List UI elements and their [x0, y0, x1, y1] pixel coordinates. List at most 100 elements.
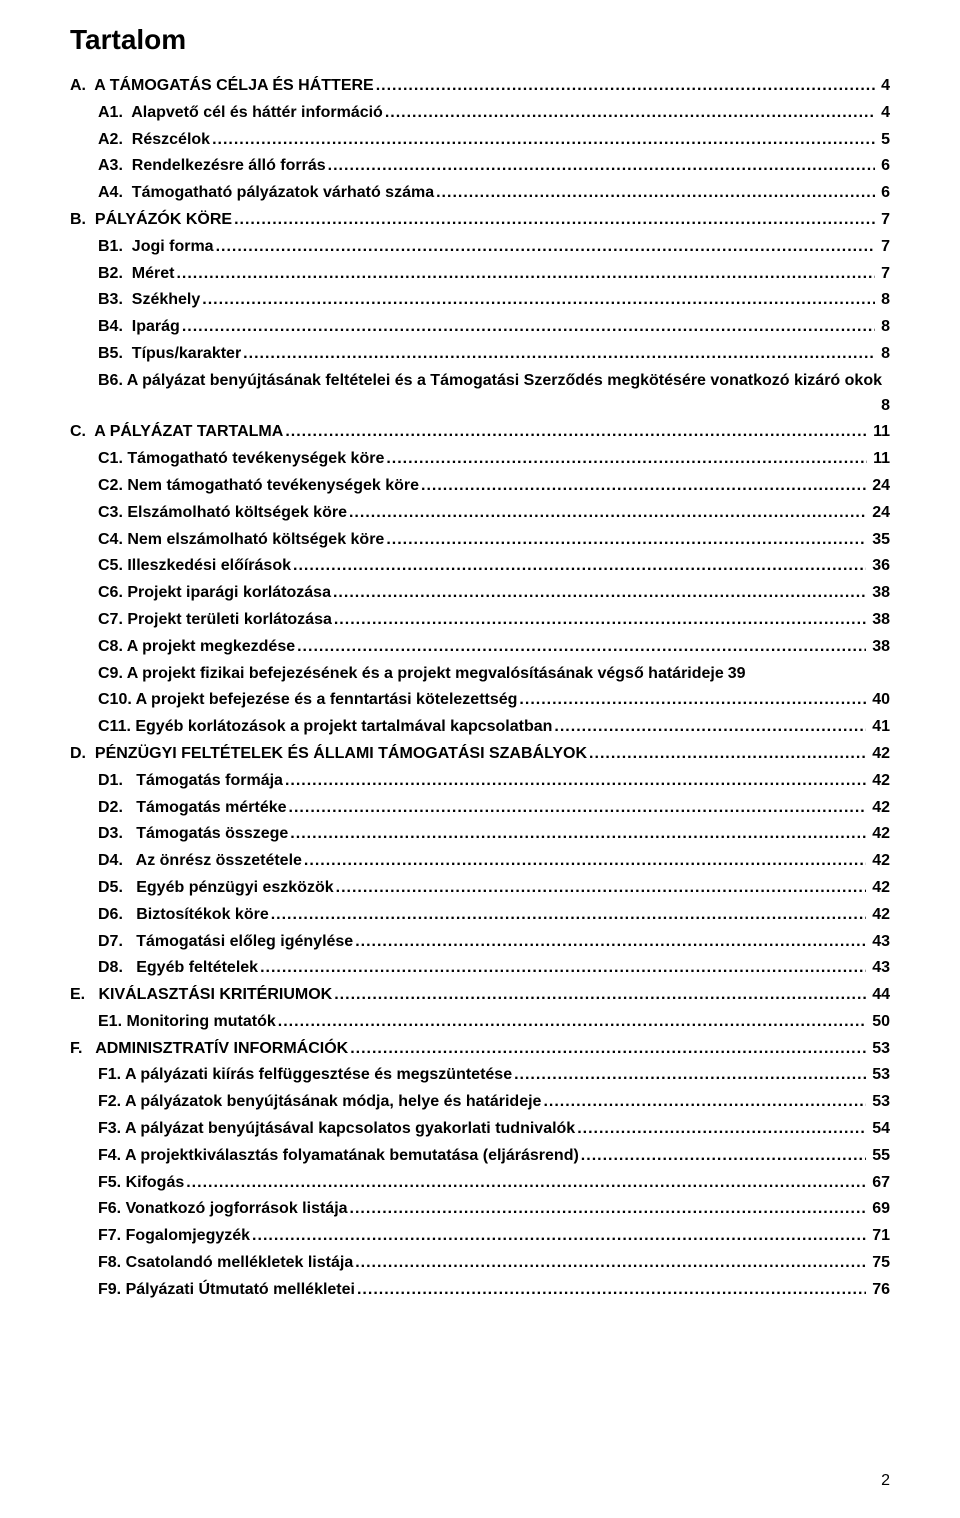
toc-entry[interactable]: F9. Pályázati Útmutató mellékletei .....…	[70, 1278, 890, 1303]
toc-page: 24	[868, 501, 890, 526]
toc-entry[interactable]: C2. Nem támogatható tevékenységek köre .…	[70, 474, 890, 499]
toc-entry[interactable]: B4. Iparág .............................…	[70, 315, 890, 340]
toc-label: B4. Iparág	[98, 315, 180, 340]
toc-entry[interactable]: C4. Nem elszámolható költségek köre ....…	[70, 528, 890, 553]
toc-entry[interactable]: B. PÁLYÁZÓK KÖRE .......................…	[70, 208, 890, 233]
toc-entry[interactable]: D7. Támogatási előleg igénylése ........…	[70, 930, 890, 955]
toc-entry[interactable]: A1. Alapvető cél és háttér információ ..…	[70, 101, 890, 126]
toc-page: 69	[868, 1197, 890, 1222]
toc-leader: ........................................…	[349, 501, 866, 526]
toc-page: 41	[868, 715, 890, 740]
toc-label: F7. Fogalomjegyzék	[98, 1224, 250, 1249]
toc-label: F2. A pályázatok benyújtásának módja, he…	[98, 1090, 541, 1115]
toc-entry[interactable]: F1. A pályázati kiírás felfüggesztése és…	[70, 1063, 890, 1088]
toc-entry[interactable]: C10. A projekt befejezése és a fenntartá…	[70, 688, 890, 713]
toc-entry[interactable]: A4. Támogatható pályázatok várható száma…	[70, 181, 890, 206]
toc-entry[interactable]: D. PÉNZÜGYI FELTÉTELEK ÉS ÁLLAMI TÁMOGAT…	[70, 742, 890, 767]
toc-page: 40	[868, 688, 890, 713]
toc-entry[interactable]: F2. A pályázatok benyújtásának módja, he…	[70, 1090, 890, 1115]
toc-page: 53	[868, 1037, 890, 1062]
toc-leader: ........................................…	[581, 1144, 866, 1169]
toc-page: 42	[868, 822, 890, 847]
toc-entry[interactable]: D2. Támogatás mértéke ..................…	[70, 796, 890, 821]
toc-entry[interactable]: C11. Egyéb korlátozások a projekt tartal…	[70, 715, 890, 740]
toc-entry[interactable]: D6. Biztosítékok köre ..................…	[70, 903, 890, 928]
toc-label: C5. Illeszkedési előírások	[98, 554, 291, 579]
toc-entry[interactable]: F. ADMINISZTRATÍV INFORMÁCIÓK ..........…	[70, 1037, 890, 1062]
toc-page: 38	[868, 635, 890, 660]
toc-leader: ........................................…	[260, 956, 866, 981]
toc-label: C9. A projekt fizikai befejezésének és a…	[98, 662, 724, 687]
toc-entry[interactable]: C5. Illeszkedési előírások .............…	[70, 554, 890, 579]
toc-label: D4. Az önrész összetétele	[98, 849, 302, 874]
toc-page: 11	[869, 447, 890, 472]
toc-leader: ........................................…	[182, 315, 875, 340]
toc-label: F6. Vonatkozó jogforrások listája	[98, 1197, 348, 1222]
toc-entry[interactable]: C1. Támogatható tevékenységek köre .....…	[70, 447, 890, 472]
toc-page: 42	[868, 769, 890, 794]
toc-entry[interactable]: F8. Csatolandó mellékletek listája .....…	[70, 1251, 890, 1276]
toc-entry[interactable]: C. A PÁLYÁZAT TARTALMA .................…	[70, 420, 890, 445]
toc-entry[interactable]: D1. Támogatás formája ..................…	[70, 769, 890, 794]
toc-leader: ........................................…	[350, 1197, 867, 1222]
toc-page: 42	[868, 742, 890, 767]
toc-entry[interactable]: F3. A pályázat benyújtásával kapcsolatos…	[70, 1117, 890, 1142]
toc-leader: ........................................…	[186, 1171, 866, 1196]
toc-label: D6. Biztosítékok köre	[98, 903, 269, 928]
toc-leader: ........................................…	[355, 1251, 866, 1276]
toc-entry[interactable]: B2. Méret ..............................…	[70, 262, 890, 287]
toc-entry[interactable]: C6. Projekt iparági korlátozása ........…	[70, 581, 890, 606]
toc-entry[interactable]: B1. Jogi forma .........................…	[70, 235, 890, 260]
toc-label: A3. Rendelkezésre álló forrás	[98, 154, 326, 179]
toc-entry[interactable]: F7. Fogalomjegyzék .....................…	[70, 1224, 890, 1249]
toc-entry[interactable]: C8. A projekt megkezdése ...............…	[70, 635, 890, 660]
toc-entry[interactable]: D8. Egyéb feltételek ...................…	[70, 956, 890, 981]
table-of-contents: A. A TÁMOGATÁS CÉLJA ÉS HÁTTERE ........…	[70, 74, 890, 1303]
toc-label: D7. Támogatási előleg igénylése	[98, 930, 353, 955]
toc-page: 42	[868, 903, 890, 928]
toc-label: B1. Jogi forma	[98, 235, 214, 260]
toc-leader: ........................................…	[589, 742, 866, 767]
toc-entry[interactable]: C3. Elszámolható költségek köre ........…	[70, 501, 890, 526]
toc-entry[interactable]: D5. Egyéb pénzügyi eszközök ............…	[70, 876, 890, 901]
toc-page: 43	[868, 956, 890, 981]
toc-label: C1. Támogatható tevékenységek köre	[98, 447, 384, 472]
toc-leader: ........................................…	[252, 1224, 866, 1249]
toc-leader: ........................................…	[304, 849, 866, 874]
toc-entry[interactable]: F5. Kifogás ............................…	[70, 1171, 890, 1196]
toc-entry[interactable]: D4. Az önrész összetétele ..............…	[70, 849, 890, 874]
toc-label: D. PÉNZÜGYI FELTÉTELEK ÉS ÁLLAMI TÁMOGAT…	[70, 742, 587, 767]
toc-label: C7. Projekt területi korlátozása	[98, 608, 332, 633]
toc-leader: ........................................…	[336, 876, 867, 901]
toc-leader: ........................................…	[514, 1063, 866, 1088]
toc-entry[interactable]: B5. Típus/karakter .....................…	[70, 342, 890, 367]
toc-entry[interactable]: E1. Monitoring mutatók .................…	[70, 1010, 890, 1035]
toc-leader: ........................................…	[202, 288, 875, 313]
toc-page: 4	[877, 101, 890, 126]
toc-entry[interactable]: A. A TÁMOGATÁS CÉLJA ÉS HÁTTERE ........…	[70, 74, 890, 99]
toc-entry[interactable]: B3. Székhely ...........................…	[70, 288, 890, 313]
page-title: Tartalom	[70, 24, 890, 56]
toc-leader: ........................................…	[385, 101, 875, 126]
toc-entry[interactable]: C9. A projekt fizikai befejezésének és a…	[70, 662, 890, 687]
toc-entry[interactable]: F4. A projektkiválasztás folyamatának be…	[70, 1144, 890, 1169]
toc-label: A1. Alapvető cél és háttér információ	[98, 101, 383, 126]
toc-label: B2. Méret	[98, 262, 174, 287]
toc-label: C4. Nem elszámolható költségek köre	[98, 528, 384, 553]
toc-label: C. A PÁLYÁZAT TARTALMA	[70, 420, 283, 445]
toc-entry[interactable]: C7. Projekt területi korlátozása .......…	[70, 608, 890, 633]
toc-entry[interactable]: E. KIVÁLASZTÁSI KRITÉRIUMOK ............…	[70, 983, 890, 1008]
toc-entry[interactable]: A2. Részcélok ..........................…	[70, 128, 890, 153]
toc-entry[interactable]: B6. A pályázat benyújtásának feltételei …	[70, 369, 890, 419]
page-number: 2	[881, 1472, 890, 1490]
toc-leader: ........................................…	[285, 420, 867, 445]
toc-page: 53	[868, 1063, 890, 1088]
toc-page: 5	[877, 128, 890, 153]
toc-page: 8	[877, 288, 890, 313]
toc-entry[interactable]: D3. Támogatás összege ..................…	[70, 822, 890, 847]
toc-label: F8. Csatolandó mellékletek listája	[98, 1251, 353, 1276]
toc-label: F3. A pályázat benyújtásával kapcsolatos…	[98, 1117, 575, 1142]
toc-page: 8	[873, 397, 890, 414]
toc-entry[interactable]: A3. Rendelkezésre álló forrás ..........…	[70, 154, 890, 179]
toc-entry[interactable]: F6. Vonatkozó jogforrások listája ......…	[70, 1197, 890, 1222]
